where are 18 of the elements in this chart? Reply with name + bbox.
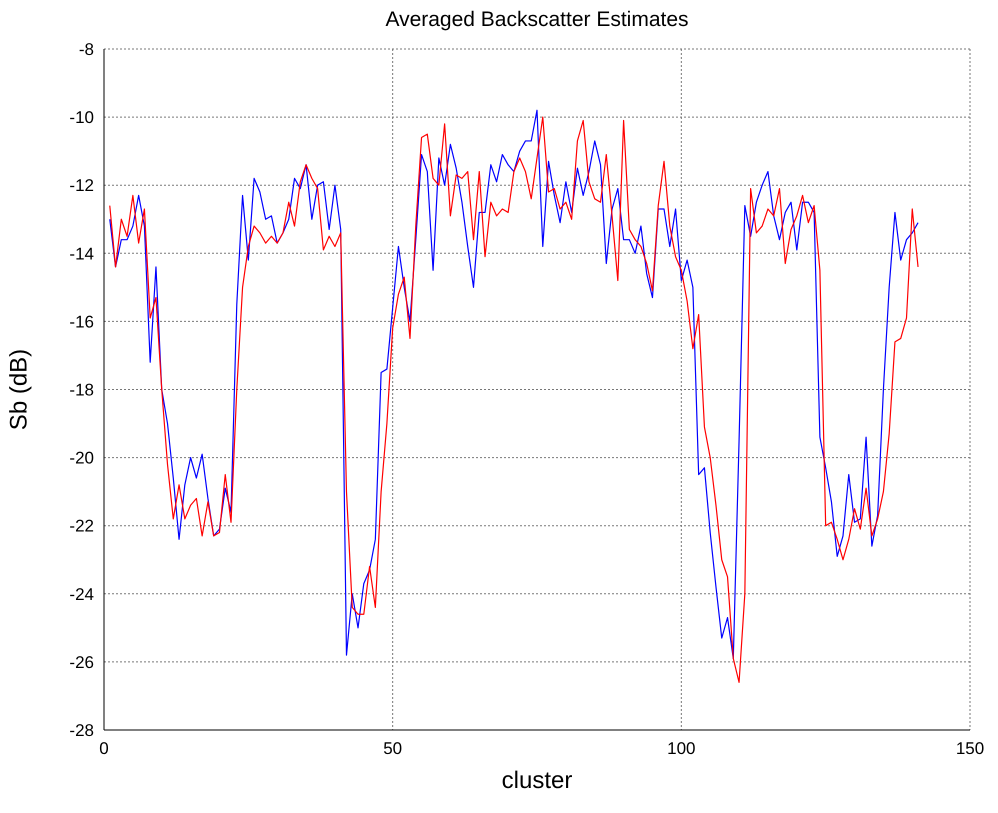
x-tick-label: 50 (383, 739, 402, 758)
y-tick-label: -16 (69, 312, 94, 332)
y-tick-label: -26 (69, 652, 94, 672)
x-axis-title: cluster (502, 767, 572, 794)
y-tick-label: -22 (69, 516, 94, 536)
y-tick-label: -8 (78, 40, 94, 60)
y-tick-label: -14 (69, 244, 94, 264)
chart-title: Averaged Backscatter Estimates (384, 8, 690, 32)
y-tick-label: -12 (69, 176, 94, 196)
y-tick-label: -28 (69, 721, 94, 740)
y-tick-label: -20 (69, 448, 94, 468)
y-tick-label: -10 (69, 108, 94, 128)
y-axis-title: Sb (dB) (6, 348, 33, 430)
x-tick-label: 150 (956, 739, 984, 758)
y-tick-label: -18 (69, 380, 94, 400)
x-tick-label: 100 (667, 739, 696, 758)
y-tick-label: -24 (69, 584, 94, 604)
x-tick-label: 0 (99, 739, 109, 758)
